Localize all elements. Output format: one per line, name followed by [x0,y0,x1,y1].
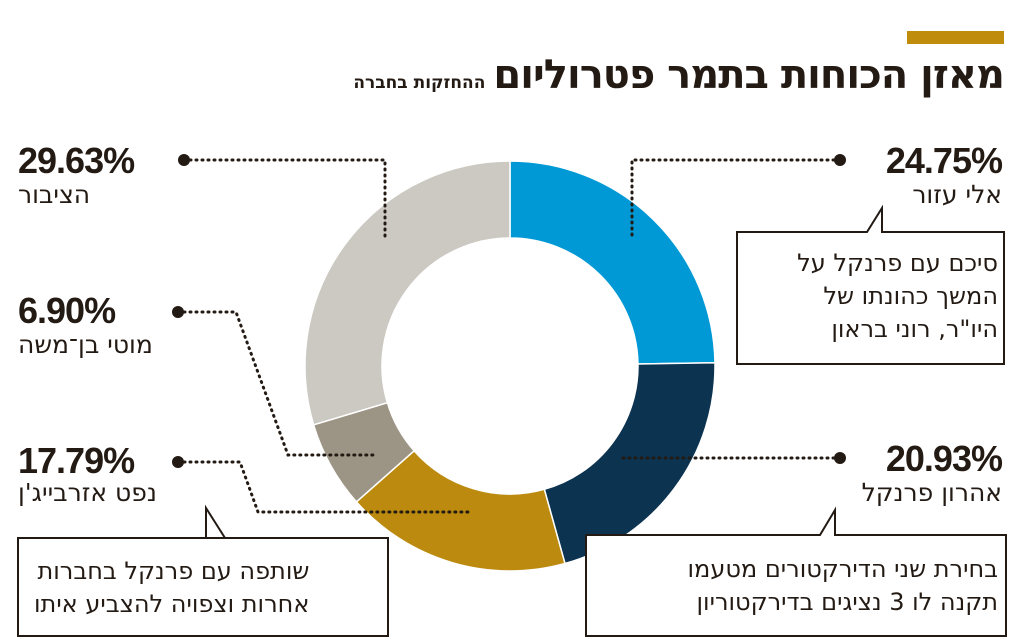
leader-dot-moti [172,306,184,318]
leader-line-naft-azerbaijan [182,460,470,514]
label-eli-azur: אלי עזור [912,180,1002,209]
note-aharon-frenkel: בחירת שני הדירקטורים מטעמו תקנה לו 3 נצי… [688,553,999,619]
pct-eli-azur: 24.75% [885,140,1003,181]
note-line: בחירת שני הדירקטורים מטעמו [687,555,999,583]
slice-public [304,160,511,426]
label-aharon-frenkel: אהרון פרנקל [861,478,1002,507]
leader-dot-naft-azerbaijan [172,456,184,468]
label-naft-azerbaijan: נפט אזרבייג'ן [18,478,157,507]
leader-line-moti [182,310,377,457]
note-line: אחרות וצפויה להצביע איתו [34,590,310,618]
pct-moti-ben-moshe: 6.90% [18,290,116,331]
note-line: היו"ר, רוני בראון [831,315,998,343]
slice-aharon-frenkel [543,362,716,565]
leader-dot-public [178,154,190,166]
pct-public: 29.63% [18,140,135,181]
chart-subtitle: ההחזקות בחברה [353,73,486,93]
leader-line-eli-azur [630,158,836,240]
note-eli-azur: סיכם עם פרנקל על המשך כהונתו של היו"ר, ר… [797,247,998,346]
accent-bar [907,31,1004,44]
leader-dot-eli-azur [834,154,846,166]
note-box-aharon-frenkel [585,506,1007,637]
slice-eli-azur [509,160,716,365]
pct-aharon-frenkel: 20.93% [885,438,1003,479]
label-public: הציבור [18,180,91,209]
note-box-eli-azur [736,204,1005,365]
pct-naft-azerbaijan: 17.79% [18,440,135,481]
note-line: שותפה עם פרנקל בחברות [37,557,310,585]
leader-dot-aharon-frenkel [834,452,846,464]
note-line: תקנה לו 3 נציגים בדירקטוריון [696,588,998,616]
note-naft-azerbaijan: שותפה עם פרנקל בחברות אחרות וצפויה להצבי… [34,555,309,621]
leader-line-public [188,158,387,242]
label-moti-ben-moshe: מוטי בן־משה [18,330,153,359]
chart-title: מאזן הכוחות בתמר פטרוליום [493,52,1005,98]
note-line: סיכם עם פרנקל על [797,249,998,277]
chart-title-block: מאזן הכוחות בתמר פטרוליום ההחזקות בחברה [353,52,1005,98]
note-box-naft-azerbaijan [17,504,389,637]
note-line: המשך כהונתו של [823,282,998,310]
